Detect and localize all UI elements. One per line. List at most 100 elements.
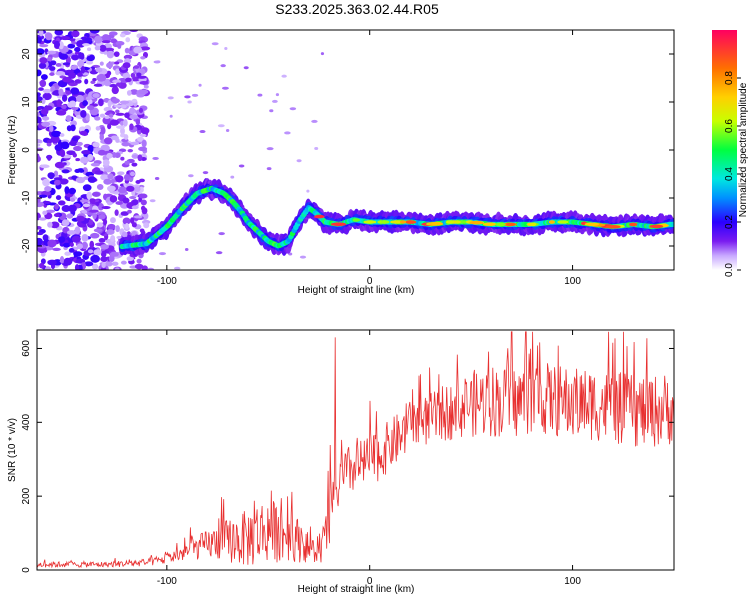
spectrogram-x-tick-label: 0 bbox=[367, 276, 373, 287]
spectrogram-cell bbox=[101, 262, 106, 269]
spectrogram-cell bbox=[103, 78, 112, 87]
spectrogram-cell bbox=[131, 76, 140, 82]
spectrogram-cell bbox=[135, 180, 141, 184]
snr-x-ticks: -100 0 100 bbox=[157, 330, 581, 587]
spectrogram-cell bbox=[136, 72, 142, 77]
spectrogram-cell bbox=[93, 228, 103, 233]
spectrogram-cell bbox=[139, 228, 145, 233]
spectrogram-cell bbox=[53, 170, 59, 177]
spectrogram-cell bbox=[40, 74, 48, 80]
spectrogram-cell bbox=[119, 33, 126, 38]
spectrogram-cell bbox=[129, 107, 136, 115]
spectrogram-cell bbox=[140, 127, 150, 135]
spectrogram-cell bbox=[59, 149, 66, 158]
spectrogram-cell bbox=[85, 113, 90, 121]
spectrogram-y-tick-label: -10 bbox=[21, 190, 32, 205]
spectrogram-cell bbox=[49, 125, 54, 132]
spectrogram-cell bbox=[296, 159, 302, 163]
spectrogram-cell bbox=[120, 156, 125, 161]
spectrogram-cell bbox=[49, 72, 55, 76]
spectrogram-cell bbox=[126, 185, 135, 192]
snr-x-tick-label: -100 bbox=[157, 576, 177, 587]
spectrogram-cell bbox=[92, 192, 101, 197]
spectrogram-cell bbox=[103, 137, 113, 145]
spectrogram-cell bbox=[138, 193, 148, 199]
snr-y-label: SNR (10 * v/v) bbox=[7, 418, 18, 482]
spectrogram-cell bbox=[124, 222, 130, 230]
spectrogram-cell bbox=[76, 141, 83, 146]
spectrogram-cell bbox=[352, 218, 361, 222]
spectrogram-cell bbox=[110, 235, 116, 242]
colorbar-tick-label: 0.4 bbox=[724, 167, 735, 181]
spectrogram-cell bbox=[59, 256, 65, 264]
spectrogram-cell bbox=[71, 235, 81, 243]
spectrogram-cell bbox=[266, 167, 272, 171]
spectrogram-cell bbox=[96, 222, 104, 228]
spectrogram-cell bbox=[548, 220, 556, 224]
spectrogram-cell bbox=[66, 150, 76, 156]
spectrogram-cell bbox=[46, 139, 54, 144]
spectrogram-cell bbox=[54, 161, 65, 169]
colorbar-gradient bbox=[712, 30, 737, 270]
spectrogram-cell bbox=[130, 217, 135, 224]
spectrogram-cell bbox=[111, 86, 119, 95]
spectrogram-cell bbox=[38, 30, 44, 37]
spectrogram-cell bbox=[152, 156, 159, 160]
spectrogram-cell bbox=[115, 201, 123, 205]
spectrogram-cell bbox=[50, 60, 57, 66]
spectrogram-cell bbox=[59, 53, 69, 60]
spectrogram-cell bbox=[109, 195, 118, 203]
spectrogram-cell bbox=[127, 148, 134, 153]
spectrogram-cell bbox=[469, 220, 484, 225]
spectrogram-cell bbox=[82, 100, 88, 107]
spectrogram-cell bbox=[605, 224, 621, 229]
spectrogram-cell bbox=[94, 35, 103, 44]
spectrogram-cell bbox=[58, 88, 64, 97]
spectrogram-cell bbox=[68, 82, 78, 87]
spectrogram-cell bbox=[88, 219, 94, 226]
spectrogram-cell bbox=[119, 100, 130, 105]
spectrogram-cell bbox=[71, 54, 80, 61]
spectrogram-cell bbox=[123, 173, 130, 181]
spectrogram-cell bbox=[55, 63, 62, 67]
spectrogram-cell bbox=[140, 199, 147, 206]
spectrogram-cell bbox=[37, 111, 41, 117]
spectrogram-cell bbox=[153, 60, 161, 64]
spectrogram-cell bbox=[61, 104, 67, 110]
spectrogram-cell bbox=[73, 145, 83, 152]
spectrogram-cell bbox=[89, 198, 96, 203]
spectrogram-cell bbox=[40, 258, 46, 265]
spectrogram-cell bbox=[281, 74, 287, 78]
spectrogram-cell bbox=[141, 139, 147, 148]
spectrogram-y-tick-label: 0 bbox=[21, 147, 32, 153]
spectrogram-cell bbox=[107, 201, 113, 206]
spectrogram-cell bbox=[96, 73, 107, 82]
spectrogram-cell bbox=[81, 241, 88, 250]
spectrogram-cell bbox=[133, 215, 143, 219]
spectrogram-cell bbox=[68, 248, 75, 253]
spectrogram-cell bbox=[138, 146, 148, 152]
snr-x-label: Height of straight line (km) bbox=[298, 584, 415, 595]
spectrogram-cell bbox=[314, 214, 325, 219]
spectrogram-cell bbox=[124, 47, 130, 54]
spectrogram-cell bbox=[74, 46, 81, 53]
spectrogram-cell bbox=[129, 195, 137, 200]
spectrogram-cell bbox=[98, 237, 106, 243]
spectrogram-cell bbox=[125, 77, 132, 83]
spectrogram-cell bbox=[188, 174, 194, 178]
spectrogram-cell bbox=[529, 222, 537, 227]
spectrogram-cell bbox=[64, 251, 71, 256]
spectrogram-cell bbox=[60, 141, 70, 150]
spectrogram-cell bbox=[629, 222, 638, 227]
spectrogram-cell bbox=[58, 41, 64, 50]
spectrogram-cell bbox=[54, 144, 63, 152]
spectrogram-cell bbox=[238, 164, 245, 168]
spectrogram-cell bbox=[129, 171, 136, 177]
spectrogram-x-ticks: -100 0 100 bbox=[157, 30, 581, 287]
spectrogram-cell bbox=[84, 78, 89, 85]
spectrogram-cell bbox=[89, 209, 99, 213]
spectrogram-cell bbox=[167, 96, 174, 100]
spectrogram-cell bbox=[101, 205, 111, 210]
spectrogram-cell bbox=[56, 110, 67, 116]
spectrogram-cell bbox=[124, 160, 130, 165]
